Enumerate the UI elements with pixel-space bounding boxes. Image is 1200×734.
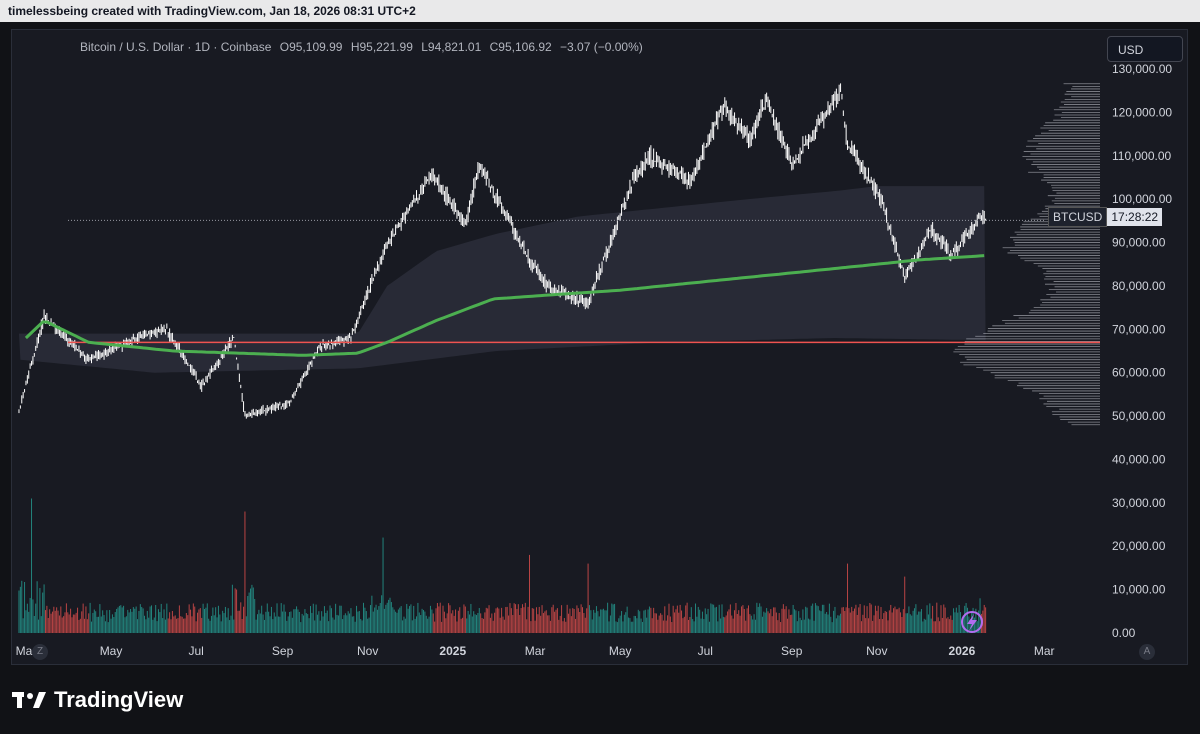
symbol-description[interactable]: Bitcoin / U.S. Dollar · 1D · Coinbase	[80, 40, 271, 54]
x-tick-label: 2026	[949, 644, 976, 658]
y-tick-label: 100,000.00	[1112, 192, 1172, 206]
log-scale-button[interactable]: Z	[32, 644, 48, 660]
volume-bars	[19, 499, 986, 633]
open-value: O95,109.99	[280, 40, 343, 54]
x-tick-label: Jul	[188, 644, 203, 658]
y-tick-label: 10,000.00	[1112, 583, 1166, 597]
brand-name: TradingView	[54, 687, 183, 713]
y-tick-label: 50,000.00	[1112, 409, 1166, 423]
last-price-tag: BTCUSD 17:28:22	[1048, 207, 1162, 225]
y-tick-label: 70,000.00	[1112, 322, 1166, 336]
x-tick-label: Mar	[1034, 644, 1055, 658]
x-tick-label: Sep	[781, 644, 803, 658]
x-tick-label: 2025	[439, 644, 466, 658]
x-tick-label: Jul	[698, 644, 713, 658]
x-tick-label: Nov	[357, 644, 378, 658]
y-tick-label: 20,000.00	[1112, 539, 1166, 553]
y-tick-label: 0.00	[1112, 626, 1136, 640]
x-tick-label: May	[609, 644, 632, 658]
currency-button[interactable]: USD	[1107, 36, 1183, 62]
low-value: L94,821.01	[421, 40, 481, 54]
change-value: −3.07 (−0.00%)	[560, 40, 643, 54]
auto-scale-button[interactable]: A	[1139, 644, 1155, 660]
high-value: H95,221.99	[351, 40, 413, 54]
y-tick-label: 40,000.00	[1112, 452, 1166, 466]
y-tick-label: 30,000.00	[1112, 496, 1166, 510]
y-tick-label: 110,000.00	[1112, 149, 1171, 163]
y-tick-label: 130,000.00	[1112, 62, 1172, 76]
x-tick-label: Nov	[866, 644, 887, 658]
price-band	[19, 186, 986, 373]
tradingview-logo: TradingView	[12, 686, 183, 714]
bar-countdown: 17:28:22	[1107, 208, 1162, 226]
y-tick-label: 80,000.00	[1112, 279, 1166, 293]
y-tick-label: 120,000.00	[1112, 105, 1172, 119]
tradingview-logo-icon	[12, 690, 46, 710]
x-tick-label: May	[100, 644, 123, 658]
y-tick-label: 90,000.00	[1112, 236, 1166, 250]
x-tick-label: Mar	[525, 644, 546, 658]
y-tick-label: 60,000.00	[1112, 366, 1166, 380]
symbol-label: BTCUSD	[1048, 207, 1107, 227]
close-value: C95,106.92	[490, 40, 552, 54]
ohlc-legend: Bitcoin / U.S. Dollar · 1D · Coinbase O9…	[80, 40, 648, 54]
x-tick-label: Sep	[272, 644, 294, 658]
